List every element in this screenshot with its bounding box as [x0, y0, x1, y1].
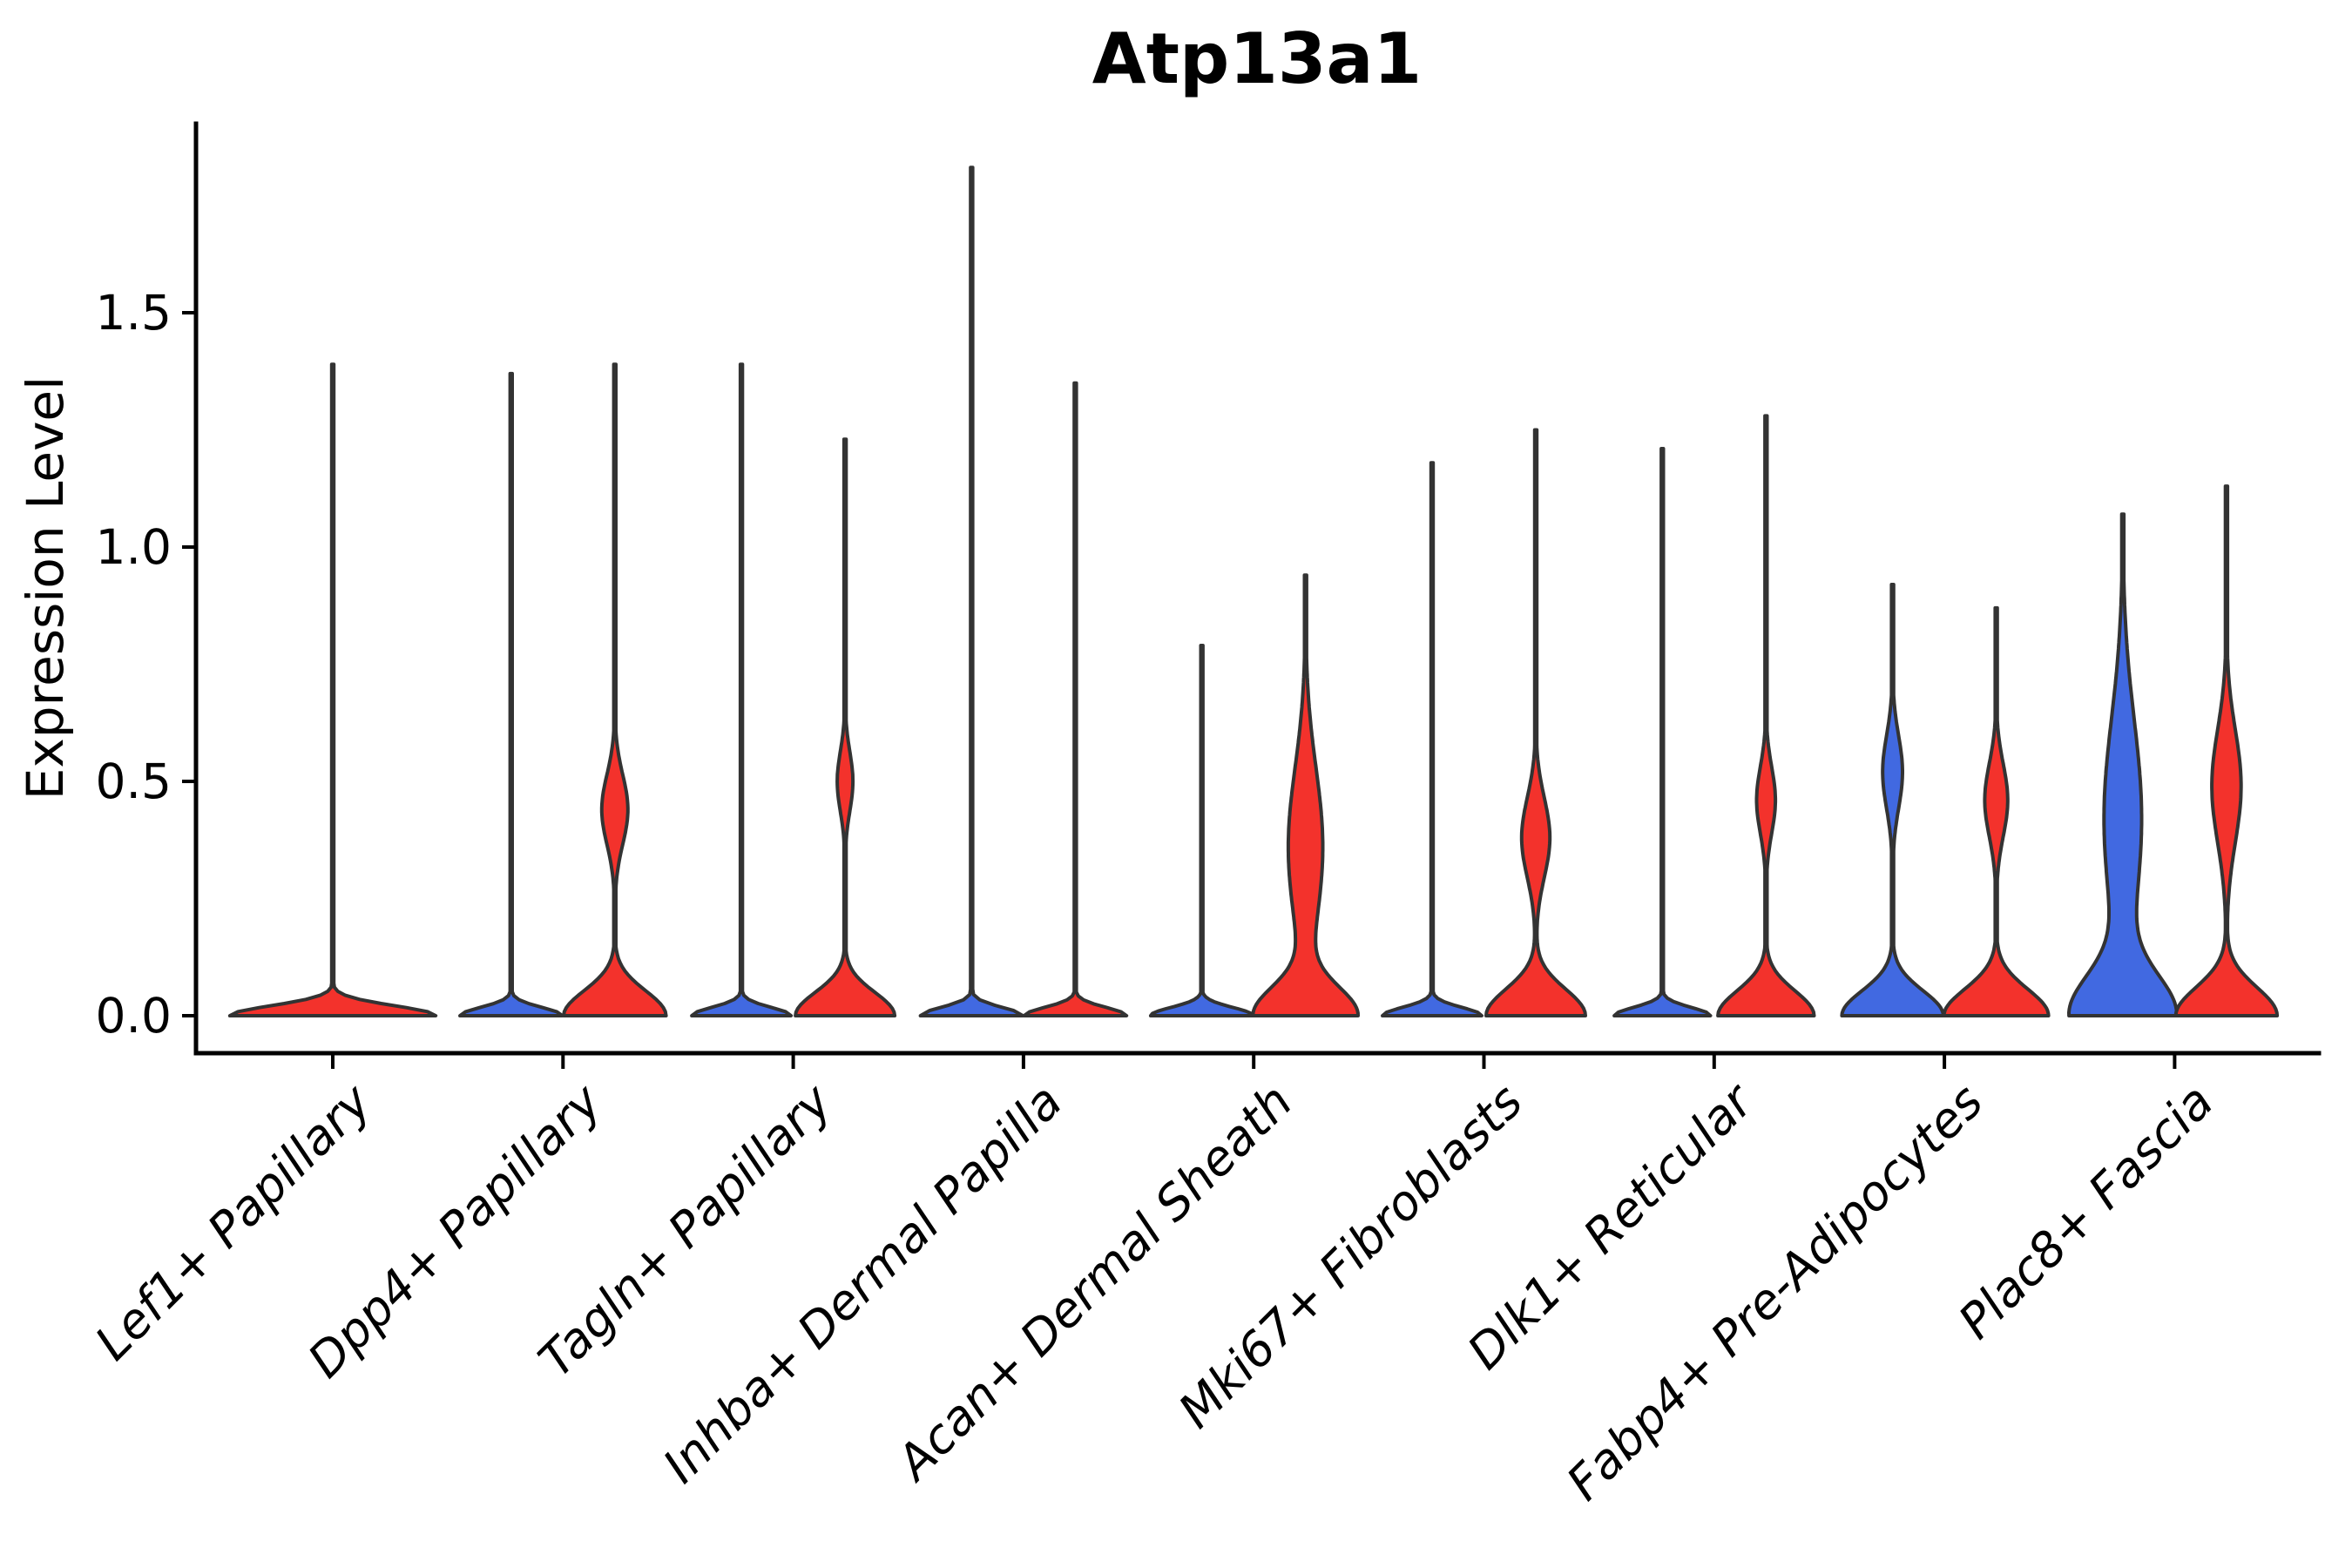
x-tick-label-acan-dermal-sheath: Acan+ Dermal Sheath [884, 1073, 1303, 1492]
violin-tagln-papillary-left-blue [690, 362, 794, 1017]
violin-fabp4-pre-adipocytes-right-red [1942, 605, 2051, 1017]
violin-mki67-fibroblasts-right-red [1484, 428, 1587, 1017]
violin-dlk1-reticular-left-blue [1612, 447, 1713, 1017]
violin-plac8-fascia-right-red [2173, 484, 2280, 1017]
violin-mki67-fibroblasts-left-blue [1381, 461, 1484, 1017]
violins-layer [227, 166, 2280, 1017]
y-tick-label-0.5: 0.5 [96, 754, 172, 809]
violin-tagln-papillary-right-red [794, 437, 897, 1017]
violin-lef1-papillary-center-red [227, 362, 438, 1017]
y-tick-label-1.5: 1.5 [96, 285, 172, 341]
y-tick-label-0.0: 0.0 [96, 988, 172, 1044]
x-tick-label-inhba-dermal-papilla: Inhba+ Dermal Papilla [652, 1073, 1072, 1493]
violin-dpp4-papillary-right-red [562, 362, 668, 1017]
violin-inhba-dermal-papilla-left-blue [918, 166, 1025, 1017]
violin-acan-dermal-sheath-left-blue [1148, 644, 1255, 1017]
y-axis-label: Expression Level [16, 376, 75, 800]
x-tick-label-fabp4-pre-adipocytes: Fabp4+ Pre-Adipocytes [1556, 1073, 1993, 1511]
violin-dpp4-papillary-left-blue [458, 371, 564, 1017]
violin-plac8-fascia-left-blue [2067, 512, 2179, 1017]
violin-dlk1-reticular-right-red [1716, 414, 1816, 1017]
violin-fabp4-pre-adipocytes-left-blue [1840, 583, 1945, 1017]
violin-inhba-dermal-papilla-right-red [1022, 381, 1129, 1017]
violin-acan-dermal-sheath-right-red [1251, 573, 1360, 1017]
y-tick-label-1.0: 1.0 [96, 519, 172, 575]
chart-title: Atp13a1 [1092, 18, 1422, 99]
